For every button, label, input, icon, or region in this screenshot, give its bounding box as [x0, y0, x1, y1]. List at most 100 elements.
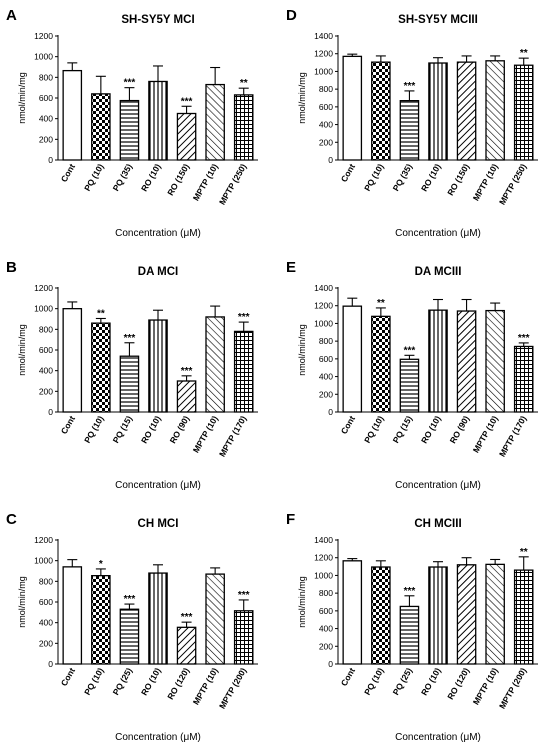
significance-marker: ***	[181, 366, 193, 377]
bar	[62, 69, 83, 161]
x-tick-label: MPTP (10)	[471, 666, 500, 707]
y-tick-label: 1000	[314, 318, 333, 328]
bar	[233, 330, 254, 413]
panel-letter: A	[6, 7, 17, 24]
y-tick-label: 800	[319, 84, 333, 94]
panel-e: E DA MCIII 0 200 400 600 800 1000 1200 1400 nmol/m…	[280, 252, 545, 500]
x-tick-label: PQ (25)	[111, 666, 135, 697]
y-tick-label: 600	[319, 606, 333, 616]
x-tick-label: PQ (35)	[111, 162, 135, 193]
bar	[176, 626, 197, 665]
y-tick-label: 1400	[314, 535, 333, 545]
y-tick-label: 800	[39, 324, 53, 334]
bar	[119, 355, 140, 413]
bar	[148, 319, 168, 413]
bar	[456, 310, 477, 413]
bar	[176, 380, 197, 413]
panel-letter: E	[286, 259, 296, 276]
x-tick-label: MPTP (10)	[191, 162, 220, 203]
bar	[456, 61, 477, 161]
y-tick-label: 1000	[34, 556, 53, 566]
panel-f: F CH MCIII 0 200 400 600 800 1000 1200 1400 nmol/m…	[280, 504, 545, 752]
significance-marker: ***	[181, 96, 193, 107]
y-tick-label: 1000	[314, 66, 333, 76]
y-tick-label: 1200	[34, 283, 53, 293]
significance-marker: ***	[181, 612, 193, 623]
significance-marker: *	[99, 559, 103, 570]
y-tick-label: 600	[319, 102, 333, 112]
x-tick-label: RO (90)	[448, 414, 472, 445]
x-tick-label: PQ (10)	[82, 666, 106, 697]
y-tick-label: 200	[319, 389, 333, 399]
bar	[342, 560, 363, 665]
bar	[399, 100, 420, 161]
panel-letter: D	[286, 7, 297, 24]
significance-marker: ***	[238, 590, 250, 601]
significance-marker: ***	[124, 594, 136, 605]
x-tick-label: RO (150)	[165, 162, 191, 197]
y-tick-label: 400	[319, 372, 333, 382]
bar	[119, 608, 140, 665]
x-tick-label: RO (120)	[445, 666, 471, 701]
bar	[205, 573, 225, 665]
bar	[148, 80, 168, 161]
y-tick-label: 400	[39, 366, 53, 376]
y-tick-label: 0	[48, 407, 53, 417]
significance-marker: ***	[124, 333, 136, 344]
significance-marker: ***	[404, 81, 416, 92]
y-tick-label: 1200	[314, 553, 333, 563]
significance-marker: ***	[404, 345, 416, 356]
bar	[119, 99, 140, 161]
chart-f: F CH MCIII 0 200 400 600 800 1000 1200 1400 nmol/m…	[286, 511, 538, 743]
bar	[342, 305, 363, 413]
y-tick-label: 0	[328, 407, 333, 417]
x-tick-label: MPTP (10)	[191, 414, 220, 455]
x-tick-label: MPTP (200)	[497, 666, 529, 711]
y-tick-label: 0	[328, 155, 333, 165]
significance-marker: ***	[238, 312, 250, 323]
chart-a: A SH-SY5Y MCI 0 200 400 600 800 1000 1200 nmol/mi…	[6, 7, 258, 239]
y-tick-label: 0	[328, 659, 333, 669]
bar	[513, 569, 534, 665]
chart-d: D SH-SY5Y MCIII 0 200 400 600 800 1000 1200 1400 n…	[286, 7, 538, 239]
bar	[399, 358, 420, 413]
significance-marker: **	[520, 48, 528, 59]
y-tick-label: 200	[319, 641, 333, 651]
bar	[485, 563, 505, 665]
x-tick-label: PQ (15)	[111, 414, 135, 445]
x-tick-label: PQ (10)	[362, 162, 386, 193]
significance-marker: **	[240, 78, 248, 89]
panel-letter: C	[6, 511, 17, 528]
panel-letter: F	[286, 511, 295, 528]
significance-marker: ***	[124, 78, 136, 89]
significance-marker: **	[520, 547, 528, 558]
chart-e: E DA MCIII 0 200 400 600 800 1000 1200 1400 nmol/m…	[286, 259, 538, 491]
y-tick-label: 1000	[34, 304, 53, 314]
x-axis-label: Concentration (μM)	[395, 228, 481, 239]
x-tick-label: RO (10)	[419, 666, 443, 697]
panel-d: D SH-SY5Y MCIII 0 200 400 600 800 1000 1200 1400 n…	[280, 0, 545, 248]
y-tick-label: 800	[39, 576, 53, 586]
x-tick-label: MPTP (10)	[471, 162, 500, 203]
x-tick-label: MPTP (200)	[217, 666, 249, 711]
x-tick-label: Cont	[339, 414, 357, 436]
x-tick-label: PQ (15)	[391, 414, 415, 445]
y-axis-label: nmol/min/mg	[17, 324, 27, 376]
x-tick-label: PQ (10)	[82, 414, 106, 445]
y-tick-label: 1200	[34, 535, 53, 545]
y-tick-label: 200	[319, 137, 333, 147]
chart-b: B DA MCI 0 200 400 600 800 1000 1200 nmol/min/mg C…	[6, 259, 258, 491]
x-tick-label: RO (120)	[165, 666, 191, 701]
bar	[428, 62, 448, 161]
x-axis-label: Concentration (μM)	[395, 732, 481, 743]
y-tick-label: 1400	[314, 283, 333, 293]
y-axis-label: nmol/min/mg	[297, 324, 307, 376]
y-tick-label: 400	[39, 114, 53, 124]
bar	[233, 94, 254, 161]
bar	[371, 61, 391, 161]
panel-a: A SH-SY5Y MCI 0 200 400 600 800 1000 1200 nmol/mi…	[0, 0, 265, 248]
y-tick-label: 600	[39, 597, 53, 607]
bar	[62, 308, 83, 413]
y-tick-label: 200	[39, 134, 53, 144]
x-tick-label: MPTP (10)	[471, 414, 500, 455]
